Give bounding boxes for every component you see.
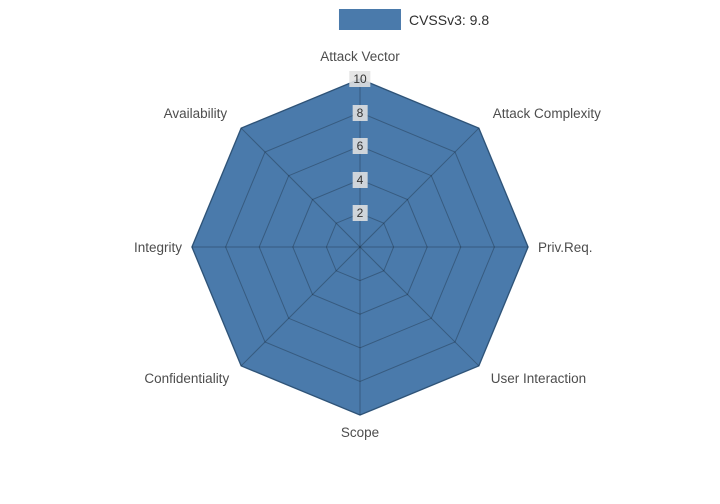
radar-spoke (359, 127, 480, 248)
legend-swatch (338, 9, 401, 30)
radial-tick-6: 6 (352, 138, 368, 155)
radar-spoke (240, 246, 361, 367)
radar-spoke (240, 127, 361, 248)
radar-series-polygon (191, 78, 529, 416)
axis-label-confidentiality: Confidentiality (144, 371, 229, 386)
radial-tick-4: 4 (352, 171, 368, 188)
axis-label-attack-vector: Attack Vector (320, 49, 400, 64)
axis-label-scope: Scope (341, 425, 379, 440)
legend-label: CVSSv3: 9.8 (408, 11, 490, 28)
axis-label-availability: Availability (164, 106, 228, 121)
radar-grid-ring (292, 179, 428, 315)
radial-tick-10: 10 (349, 71, 371, 87)
radial-tick-8: 8 (352, 104, 368, 121)
radial-tick-2: 2 (352, 205, 368, 222)
axis-label-integrity: Integrity (134, 240, 182, 255)
radar-grid-ring (258, 145, 462, 349)
legend-item-cvssv3[interactable]: CVSSv3: 9.8 (338, 9, 490, 30)
radar-grid-ring (325, 212, 395, 282)
radar-grid-ring (191, 78, 529, 416)
axis-label-user-interaction: User Interaction (491, 371, 586, 386)
axis-label-priv-req-: Priv.Req. (538, 240, 593, 255)
radar-spoke (359, 246, 480, 367)
axis-label-attack-complexity: Attack Complexity (493, 106, 601, 121)
radar-grid-ring (225, 112, 495, 382)
